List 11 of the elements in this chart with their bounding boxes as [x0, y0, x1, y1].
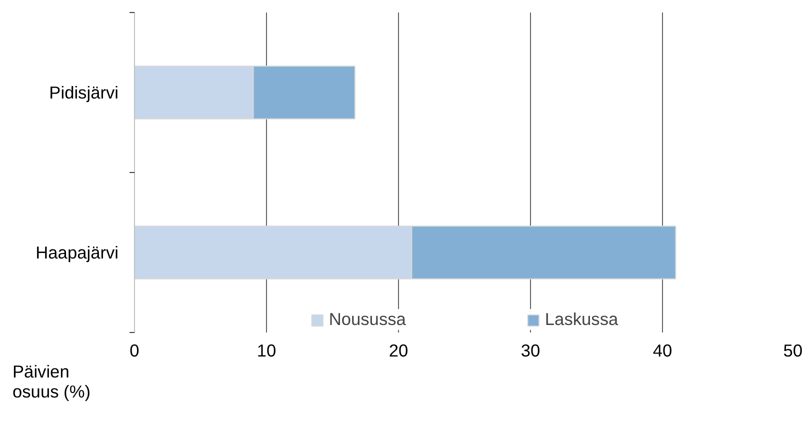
x-tick-label: 20 — [388, 340, 408, 360]
x-tick-label: 50 — [783, 340, 802, 360]
x-tick-label: 10 — [256, 340, 276, 360]
legend-label: Laskussa — [544, 309, 618, 330]
x-tick-label: 0 — [130, 340, 140, 360]
y-tick-label: Haapajärvi — [36, 242, 119, 262]
legend-label: Nousussa — [328, 309, 406, 330]
x-axis-title: Päivien osuus (%) — [12, 362, 91, 402]
x-tick-label: 30 — [520, 340, 540, 360]
x-tick-label: 40 — [652, 340, 672, 360]
y-tick-label: Pidisjärvi — [49, 82, 119, 102]
